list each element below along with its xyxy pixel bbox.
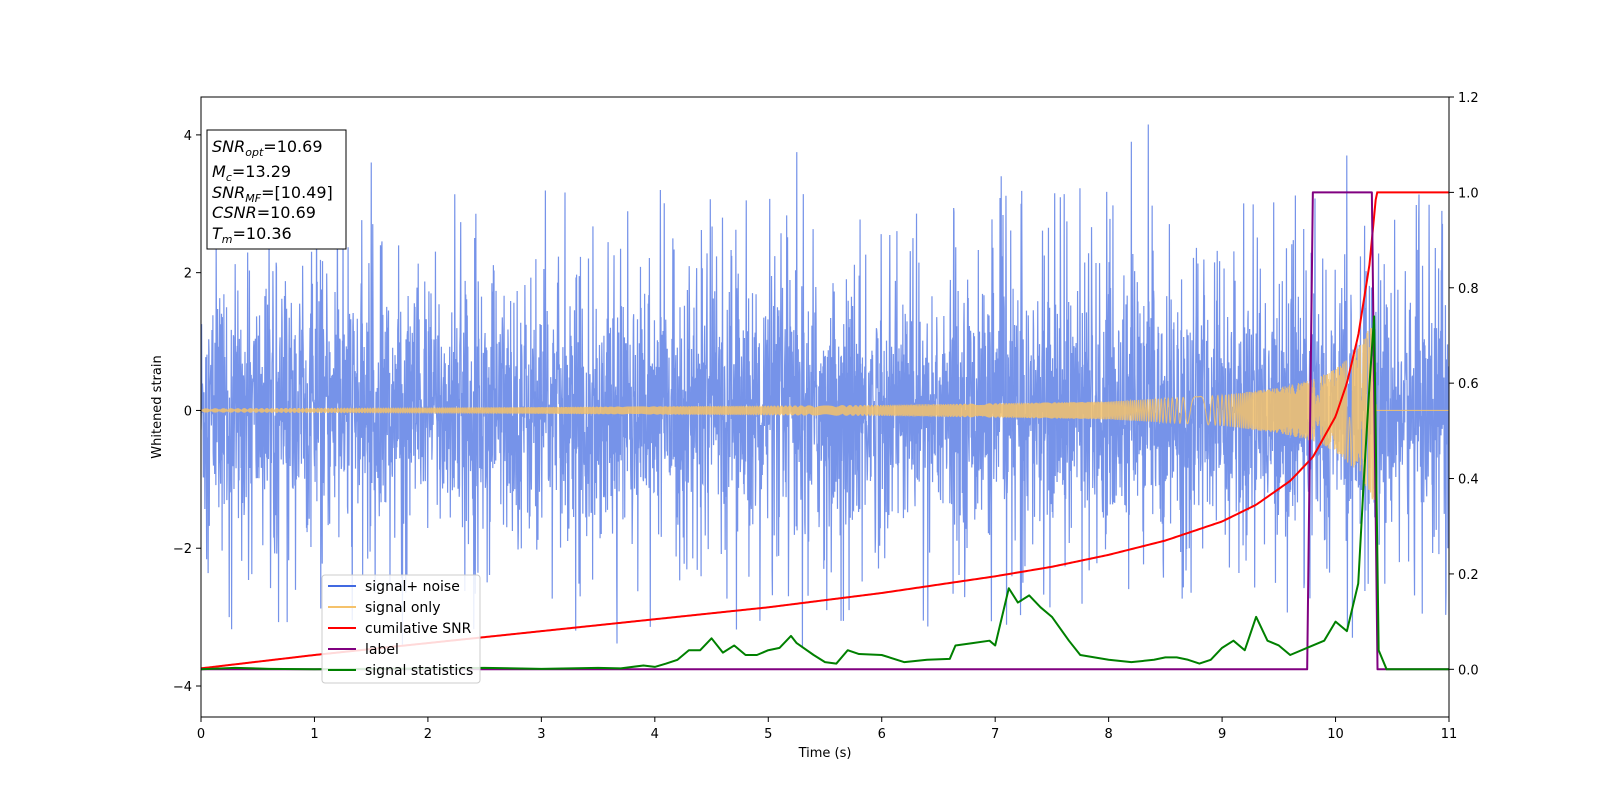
x-tick-label: 0 xyxy=(197,727,205,742)
x-tick-label: 3 xyxy=(537,727,545,742)
y2-tick-label: 0.8 xyxy=(1458,282,1479,297)
x-tick-label: 5 xyxy=(764,727,772,742)
x-tick-label: 6 xyxy=(878,727,886,742)
y2-tick-label: 0.4 xyxy=(1458,473,1479,488)
x-tick-label: 1 xyxy=(310,727,318,742)
y-tick-label: 0 xyxy=(184,404,192,419)
ticks-layer: 0 1 2 3 4 5 6 7 8 9 10 11 −4 −2 0 2 4 0.0 0.2 0.4 0.6 0.8 1.0 1… xyxy=(173,91,1479,742)
legend-entry-label: signal statistics xyxy=(365,663,473,679)
legend-entry-label: label xyxy=(365,642,399,658)
x-tick-label: 11 xyxy=(1441,727,1458,742)
info-box-line: SNRMF=[10.49] xyxy=(212,183,333,205)
y-axis-label: Whitened strain xyxy=(150,355,165,458)
legend: signal+ noise signal only cumilative SNR la… xyxy=(321,574,481,684)
y2-tick-label: 0.6 xyxy=(1458,377,1479,392)
y2-tick-label: 0.2 xyxy=(1458,568,1479,583)
x-tick-label: 10 xyxy=(1327,727,1344,742)
info-box-line: CSNR=10.69 xyxy=(212,203,316,222)
series-signal-plus-noise-line xyxy=(201,124,1449,649)
y2-tick-label: 1.0 xyxy=(1458,186,1479,201)
x-tick-label: 8 xyxy=(1104,727,1112,742)
y2-tick-label: 0.0 xyxy=(1458,663,1479,678)
legend-entry-label: cumilative SNR xyxy=(365,621,472,637)
info-box-line: Tm=10.36 xyxy=(212,224,292,246)
y-tick-label: 4 xyxy=(184,129,192,144)
y-tick-label: −4 xyxy=(173,680,192,695)
x-tick-label: 9 xyxy=(1218,727,1226,742)
plot-frame xyxy=(200,96,1450,718)
legend-frame xyxy=(321,574,481,684)
info-box-frame xyxy=(206,129,347,250)
info-box-line: Mc=13.29 xyxy=(212,162,291,184)
series-signal-only-line xyxy=(201,324,1449,500)
x-tick-label: 2 xyxy=(424,727,432,742)
info-box: SNRopt=10.69 Mc=13.29SNRMF=[10.49]CSNR=10… xyxy=(206,129,347,250)
info-box-line: SNRopt=10.69 xyxy=(212,137,323,159)
x-axis-label: Time (s) xyxy=(798,746,852,761)
legend-entry-label: signal+ noise xyxy=(365,579,460,595)
x-tick-label: 4 xyxy=(651,727,659,742)
y2-tick-label: 1.2 xyxy=(1458,91,1479,106)
legend-entry-label: signal only xyxy=(365,600,440,616)
x-tick-label: 7 xyxy=(991,727,999,742)
series-signal-statistics-line xyxy=(201,315,1449,671)
y-tick-label: −2 xyxy=(173,542,192,557)
y-tick-label: 2 xyxy=(184,267,192,282)
